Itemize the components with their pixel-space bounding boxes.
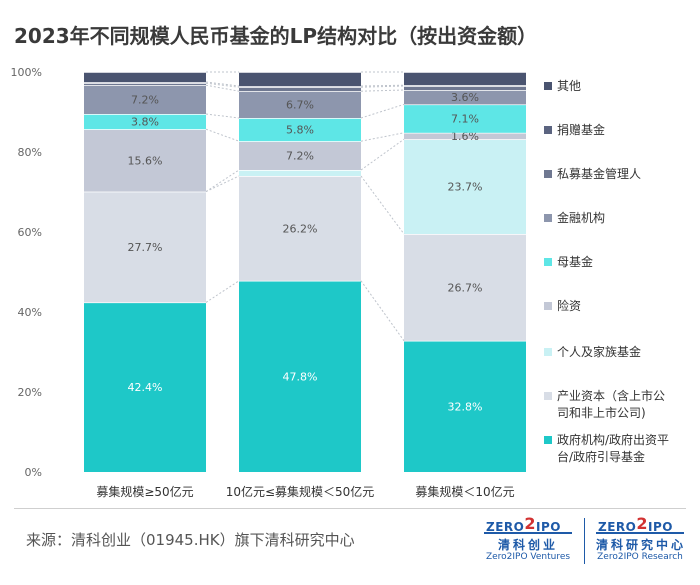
bar-segment <box>404 90 526 105</box>
data-label: 15.6% <box>128 154 163 167</box>
bar-segment <box>404 132 526 140</box>
bar-segment <box>239 280 361 472</box>
connector-line <box>360 89 405 92</box>
zero2ipo-ventures-logo: ZERO2IPO 清科创业 Zero2IPO Ventures <box>484 514 572 562</box>
connector-line <box>360 132 405 142</box>
legend-label: 个人及家族基金 <box>557 344 641 359</box>
legend-label: 金融机构 <box>557 210 605 225</box>
connector-line <box>205 175 240 193</box>
data-label: 23.7% <box>448 181 483 194</box>
legend-swatch <box>544 302 552 310</box>
bar-segment <box>404 340 526 472</box>
bar-segment <box>239 176 361 281</box>
bar-segment <box>84 114 206 130</box>
data-label: 26.2% <box>283 222 318 235</box>
connector-line <box>360 280 405 342</box>
legend-swatch <box>544 170 552 178</box>
legend-swatch <box>544 214 552 222</box>
y-tick-label: 40% <box>18 306 42 319</box>
y-tick-label: 60% <box>18 226 42 239</box>
bar-segment <box>404 86 526 90</box>
data-label: 27.7% <box>128 241 163 254</box>
legend-swatch <box>544 392 552 400</box>
legend-swatch <box>544 348 552 356</box>
y-tick-label: 0% <box>25 466 42 479</box>
legend-label: 司和非上市公司) <box>557 405 646 420</box>
stacked-bar-chart: 0% 20% 40% 60% 80% 100% 42.4% 27.7% 15.6% 3.8% 7.2… <box>11 66 670 499</box>
x-category-label: 10亿元≤募集规模＜50亿元 <box>226 484 375 499</box>
y-tick-label: 80% <box>18 146 42 159</box>
bar-segment <box>239 87 361 92</box>
footer-divider <box>14 508 686 509</box>
connector-line <box>360 175 405 235</box>
legend-label: 台/政府引导基金 <box>557 449 645 464</box>
connector-line <box>205 128 240 142</box>
y-tick-label: 100% <box>11 66 42 79</box>
bar-segment <box>84 85 206 114</box>
bar-segment <box>404 72 526 86</box>
bar-segment <box>84 129 206 192</box>
legend-label: 险资 <box>557 298 581 313</box>
legend-swatch <box>544 82 552 90</box>
source-note: 来源：清科创业（01945.HK）旗下清科研究中心 <box>26 531 355 549</box>
x-category-label: 募集规模＜10亿元 <box>415 484 514 499</box>
bar-segment <box>84 302 206 472</box>
bar-segment <box>404 234 526 341</box>
data-label: 5.8% <box>286 124 314 137</box>
bar-segment <box>404 104 526 133</box>
legend-label: 其他 <box>557 79 581 93</box>
data-label: 42.4% <box>128 381 163 394</box>
connector-line <box>205 280 240 303</box>
connector-line <box>205 113 240 119</box>
legend-swatch <box>544 436 552 444</box>
connector-line <box>360 85 405 88</box>
bar-segment <box>239 141 361 170</box>
y-tick-label: 20% <box>18 386 42 399</box>
bar-segment <box>84 72 206 82</box>
data-label: 6.7% <box>286 99 314 112</box>
data-label: 3.8% <box>131 116 159 129</box>
legend-label: 母基金 <box>557 254 593 269</box>
connector-line <box>360 138 405 171</box>
data-label: 26.7% <box>448 281 483 294</box>
bar-segment <box>84 83 206 86</box>
data-label: 1.6% <box>451 130 479 143</box>
legend-swatch <box>544 258 552 266</box>
bar-segment <box>239 91 361 118</box>
data-label: 3.6% <box>451 91 479 104</box>
bar-segment <box>239 170 361 176</box>
data-label: 7.2% <box>131 94 159 107</box>
data-label: 47.8% <box>283 370 318 383</box>
bar-segment <box>84 191 206 303</box>
bar-segment <box>239 118 361 142</box>
data-label: 7.2% <box>286 150 314 163</box>
legend-label: 私募基金管理人 <box>557 166 641 181</box>
connector-line <box>360 103 405 119</box>
legend-label: 政府机构/政府出资平 <box>557 432 669 447</box>
x-category-label: 募集规模≥50亿元 <box>96 484 193 499</box>
logo-divider <box>584 518 585 564</box>
connector-line <box>205 169 240 193</box>
bar-segment <box>239 72 361 86</box>
connector-line <box>205 84 240 92</box>
connector-line <box>360 84 405 87</box>
data-label: 32.8% <box>448 400 483 413</box>
zero2ipo-research-logo: ZERO2IPO 清科研究中心 Zero2IPO Research <box>596 514 687 562</box>
legend-swatch <box>544 126 552 134</box>
chart-title: 2023年不同规模人民币基金的LP结构对比（按出资金额） <box>14 24 538 48</box>
connector-line <box>205 82 240 88</box>
legend-label: 产业资本（含上市公 <box>557 388 665 403</box>
data-label: 7.1% <box>451 113 479 126</box>
connector-line <box>205 81 240 87</box>
bar-segment <box>404 139 526 234</box>
legend-label: 捐赠基金 <box>557 122 605 137</box>
